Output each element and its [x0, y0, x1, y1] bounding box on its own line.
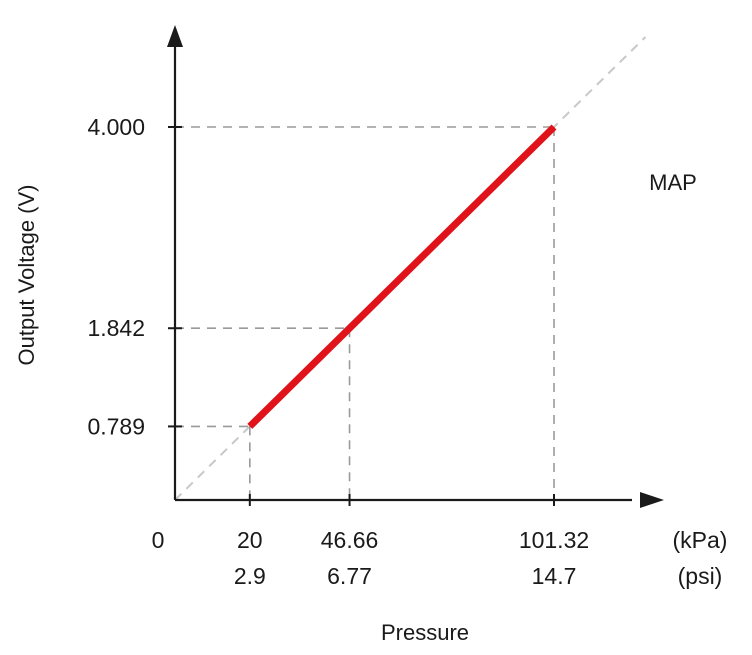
labels-layer: 0.789 1.842 4.000 0 20 2.9 46.66 6.77 101.32 14.7…	[14, 114, 727, 645]
x-tick-label-kpa-1: 46.66	[321, 527, 379, 553]
y-tick-label-2: 4.000	[87, 114, 145, 140]
x-unit-psi-label: (psi)	[678, 563, 723, 589]
x-axis-arrow	[640, 492, 664, 508]
series-line-map	[250, 127, 554, 426]
x-origin-label: 0	[152, 527, 165, 553]
x-tick-label-psi-2: 14.7	[532, 563, 577, 589]
y-tick-label-1: 1.842	[87, 315, 145, 341]
x-tick-label-psi-1: 6.77	[327, 563, 372, 589]
x-tick-label-kpa-0: 20	[237, 527, 263, 553]
y-axis-title: Output Voltage (V)	[14, 185, 39, 366]
x-tick-label-psi-0: 2.9	[234, 563, 266, 589]
series-label-map: MAP	[649, 170, 697, 195]
y-axis-arrow	[167, 25, 183, 47]
x-axis-title: Pressure	[381, 620, 469, 645]
x-tick-label-kpa-2: 101.32	[519, 527, 589, 553]
x-unit-kpa-label: (kPa)	[673, 527, 728, 553]
series-layer	[250, 127, 554, 427]
y-tick-label-0: 0.789	[87, 413, 145, 439]
